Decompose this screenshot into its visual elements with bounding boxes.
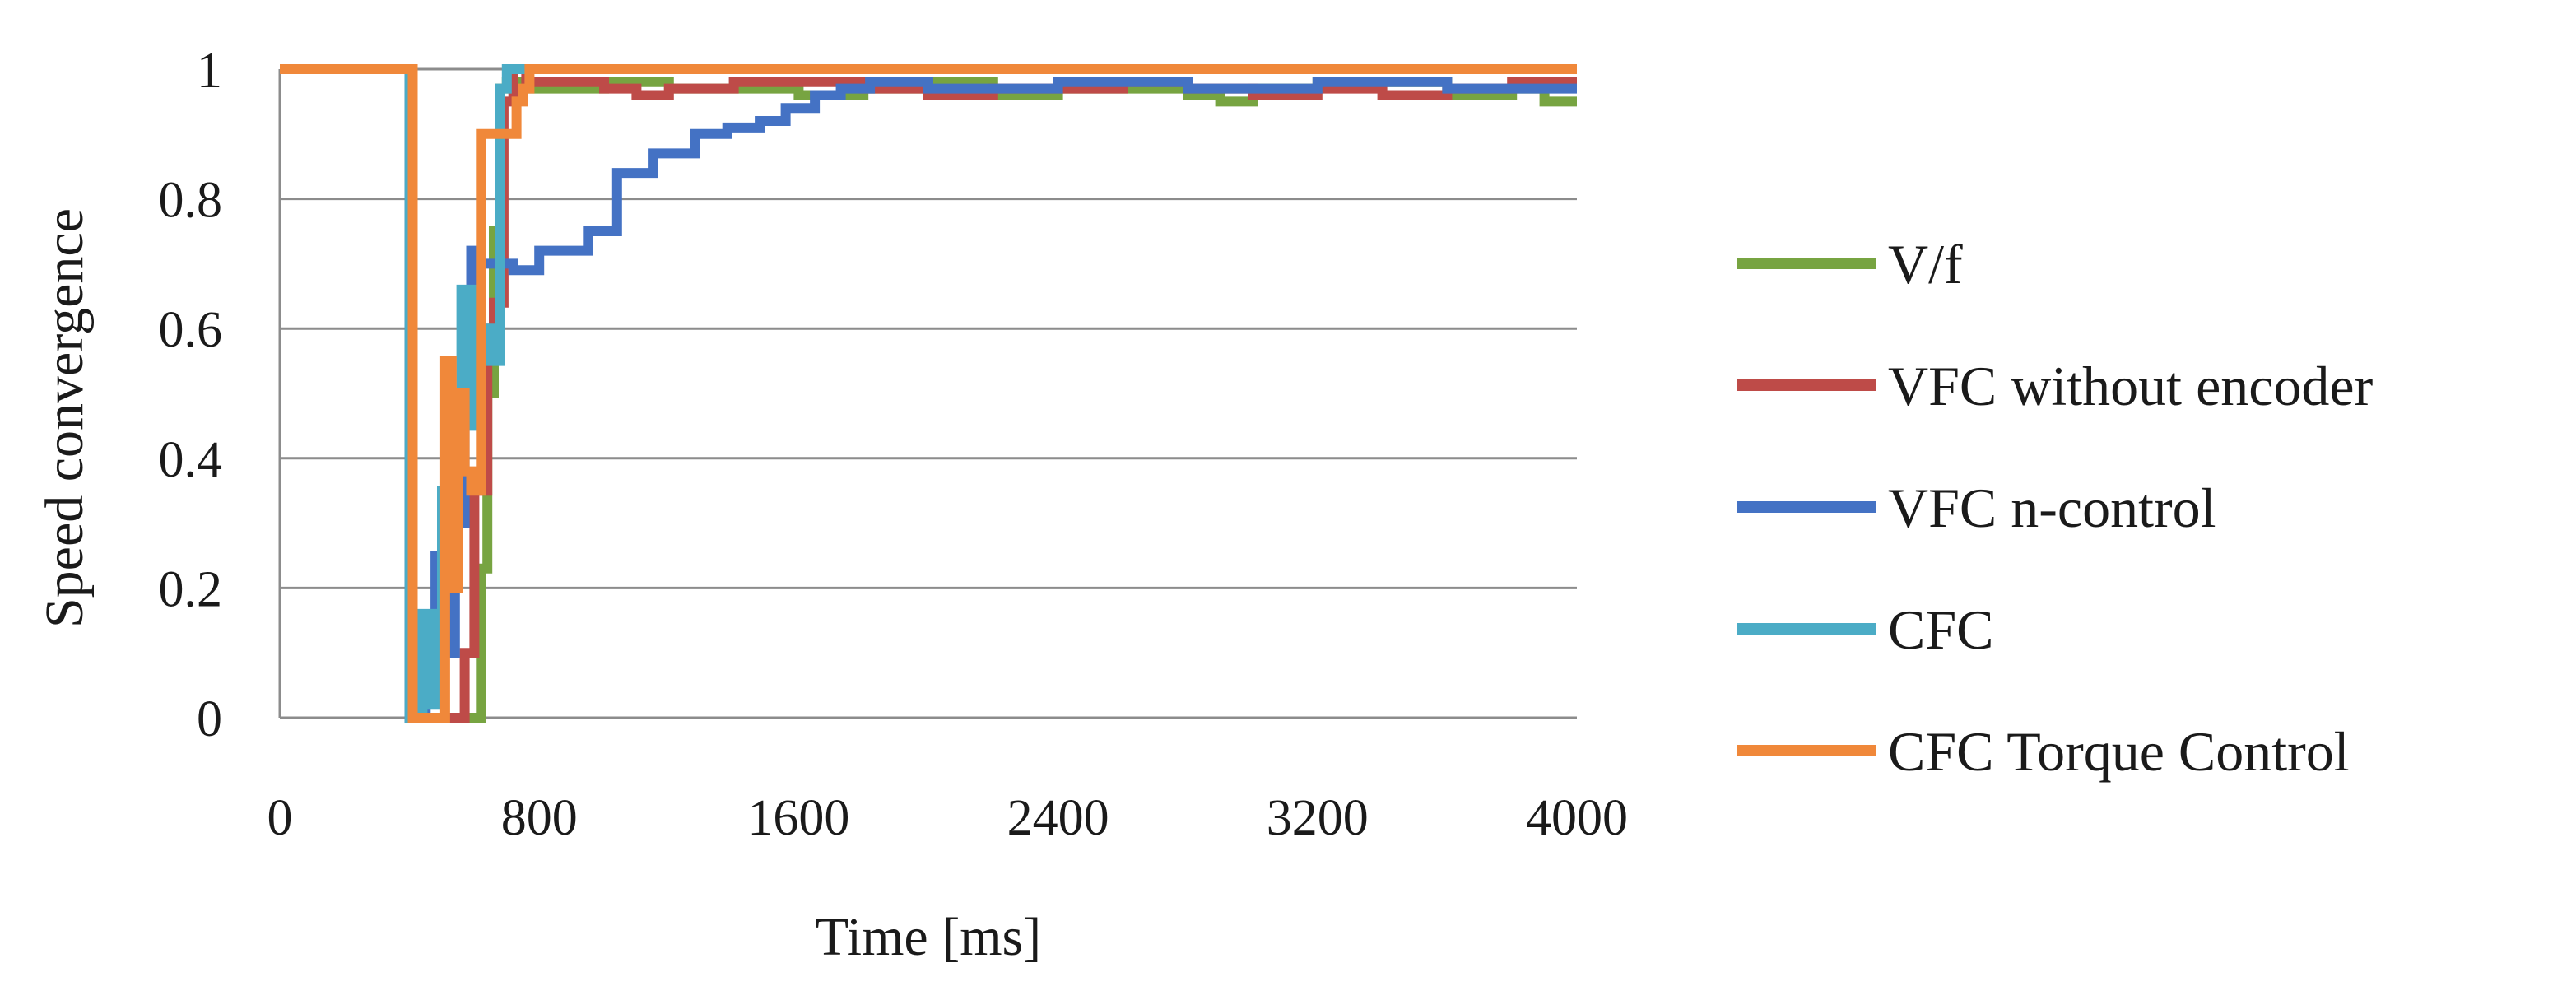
tick-labels: 0 0.2 0.4 0.6 0.8 1 0 800 1600 2400 3200 4000 [159,43,1629,846]
y-tick-label: 1 [197,43,222,99]
series-line-3 [280,64,1577,723]
y-axis-title: Speed convergence [35,208,95,628]
x-axis-title: Time [ms] [816,907,1041,967]
legend-label-1: VFC without encoder [1888,355,2374,417]
x-tick-label: 2400 [1007,790,1109,846]
x-tick-label: 4000 [1526,790,1628,846]
x-tick-label: 800 [501,790,578,846]
legend-label-4: CFC Torque Control [1888,720,2350,783]
y-tick-label: 0.6 [159,302,223,358]
legend-label-3: CFC [1888,598,1994,661]
series-line-4 [280,64,1577,723]
legend-label-2: VFC n-control [1888,477,2216,539]
y-tick-label: 0 [197,691,222,747]
axis-titles: Time [ms] Speed convergence [35,208,1041,967]
x-tick-label: 0 [267,790,293,846]
x-tick-label: 3200 [1267,790,1369,846]
y-tick-label: 0.8 [159,173,223,229]
axes [278,69,1577,719]
legend-label-0: V/f [1888,233,1963,295]
y-tick-label: 0.2 [159,561,223,617]
series-lines [280,64,1577,723]
y-tick-label: 0.4 [159,432,223,488]
x-tick-label: 1600 [747,790,849,846]
legend: V/f VFC without encoder VFC n-control CFC CF… [1737,233,2374,783]
